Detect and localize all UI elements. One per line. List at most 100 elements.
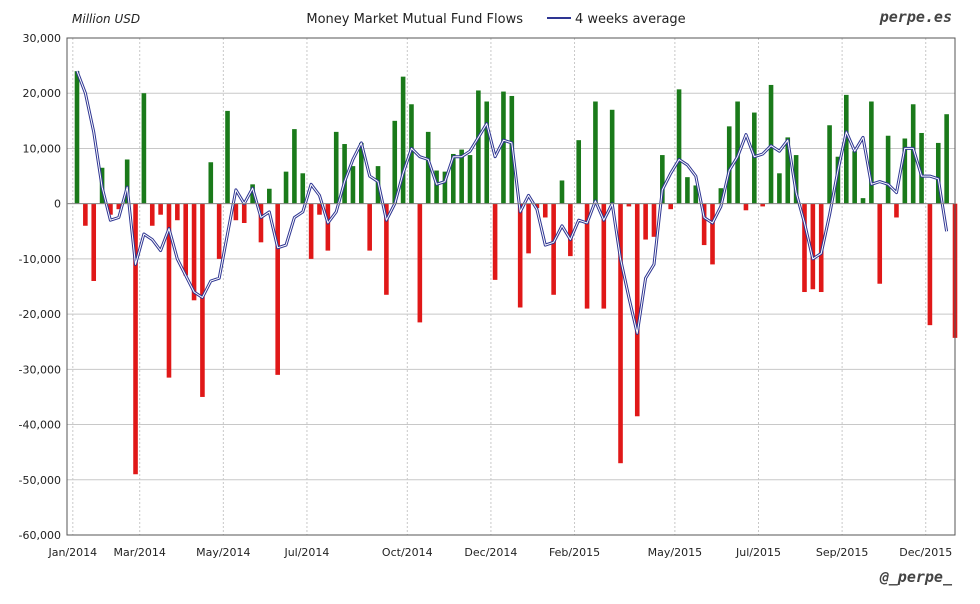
flow-bar: [225, 110, 230, 204]
flow-bar: [183, 203, 189, 276]
unit-label: Million USD: [72, 12, 140, 26]
flow-bar: [83, 203, 88, 226]
watermark-bottom: @_perpe_: [879, 568, 953, 586]
x-tick-label: Dec/2015: [899, 546, 952, 559]
flow-bar: [551, 203, 556, 295]
flow-bar: [802, 203, 807, 293]
flow-bar: [710, 203, 715, 265]
y-tick-label: 30,000: [23, 32, 62, 45]
y-tick-label: 0: [54, 198, 61, 211]
flow-bar: [902, 138, 908, 204]
x-tick-label: Feb/2015: [549, 546, 600, 559]
flow-bar: [250, 184, 255, 204]
flow-bar: [777, 173, 782, 204]
x-tick-label: May/2014: [196, 546, 250, 559]
flow-bar: [668, 203, 673, 210]
flow-bar: [350, 166, 356, 204]
flow-bar: [576, 140, 582, 204]
x-tick-label: Dec/2014: [464, 546, 517, 559]
flow-bar: [894, 203, 899, 218]
flow-bar: [793, 155, 799, 204]
chart-title: Money Market Mutual Fund Flows: [306, 12, 523, 27]
flow-bar: [827, 125, 832, 204]
flow-bar: [584, 203, 590, 309]
flow-bar: [643, 203, 648, 240]
x-tick-label: Jan/2014: [47, 546, 97, 559]
flow-bar: [843, 94, 849, 204]
x-tick-label: May/2015: [648, 546, 702, 559]
flow-bar: [191, 203, 197, 301]
y-tick-label: 20,000: [23, 87, 62, 100]
flow-bar: [467, 155, 473, 204]
flow-bar: [384, 203, 389, 295]
flow-bar: [133, 203, 138, 475]
flow-bar: [526, 203, 531, 254]
legend-label: 4 weeks average: [575, 12, 686, 27]
y-tick-label: -60,000: [19, 529, 61, 542]
flow-bar: [442, 171, 448, 204]
flow-bar: [425, 131, 431, 204]
flow-bar: [559, 180, 565, 204]
flow-bar: [618, 203, 623, 464]
flow-bar: [593, 101, 598, 204]
flow-bar: [417, 203, 423, 323]
flow-bar: [835, 156, 841, 204]
plot-frame: [66, 37, 956, 536]
flow-bar: [300, 173, 306, 204]
average-line: [76, 70, 948, 334]
flow-bar: [885, 135, 891, 204]
y-tick-label: -40,000: [19, 419, 61, 432]
flow-bar: [651, 203, 657, 237]
x-tick-label: Mar/2014: [113, 546, 165, 559]
flow-bar: [492, 203, 498, 280]
flow-bar: [944, 114, 949, 204]
flow-bar: [568, 203, 573, 257]
flow-bar: [626, 203, 632, 207]
flow-bar: [852, 151, 857, 204]
flow-bar: [216, 203, 222, 259]
flow-bar: [676, 89, 682, 204]
average-line-series: [75, 70, 949, 335]
flow-bar: [785, 137, 791, 204]
flow-bar: [609, 109, 615, 204]
y-tick-label: -10,000: [19, 253, 61, 266]
flow-bar: [292, 129, 297, 204]
flow-bar: [359, 142, 364, 204]
flow-bar: [283, 171, 289, 204]
flow-bar: [701, 203, 707, 246]
x-tick-label: Jul/2014: [283, 546, 329, 559]
flow-bar: [810, 203, 816, 290]
flow-bar: [534, 203, 540, 209]
flow-bar: [484, 101, 490, 204]
x-tick-label: Oct/2014: [382, 546, 433, 559]
flow-bar: [860, 198, 866, 204]
flow-bar: [258, 203, 264, 243]
bar-series: [74, 71, 958, 475]
flow-bar: [175, 203, 180, 221]
flow-bar: [517, 203, 523, 308]
flow-bar: [333, 131, 339, 204]
flow-bar: [267, 188, 272, 204]
flow-bar: [392, 120, 398, 204]
flow-bar: [325, 203, 331, 251]
flow-bar: [634, 203, 640, 417]
flow-bar: [91, 203, 97, 281]
flow-bar: [935, 142, 941, 204]
flow-bar: [434, 170, 439, 204]
y-tick-label: -50,000: [19, 474, 61, 487]
flow-bar: [877, 203, 883, 284]
watermark-top: perpe.es: [879, 8, 952, 26]
flow-bar: [108, 203, 113, 215]
flow-bar: [74, 71, 80, 204]
flow-bar: [317, 203, 322, 215]
axis-layer: 30,000 20,000 10,000 0 -10,000 -20,000 -30,000…: [19, 32, 956, 559]
flow-bar: [233, 203, 239, 221]
flow-bar: [275, 203, 280, 375]
flow-bar: [542, 203, 548, 218]
flow-bar: [149, 203, 155, 226]
flow-bar: [409, 104, 414, 204]
flow-bar: [208, 162, 214, 204]
flow-bar: [116, 203, 122, 210]
